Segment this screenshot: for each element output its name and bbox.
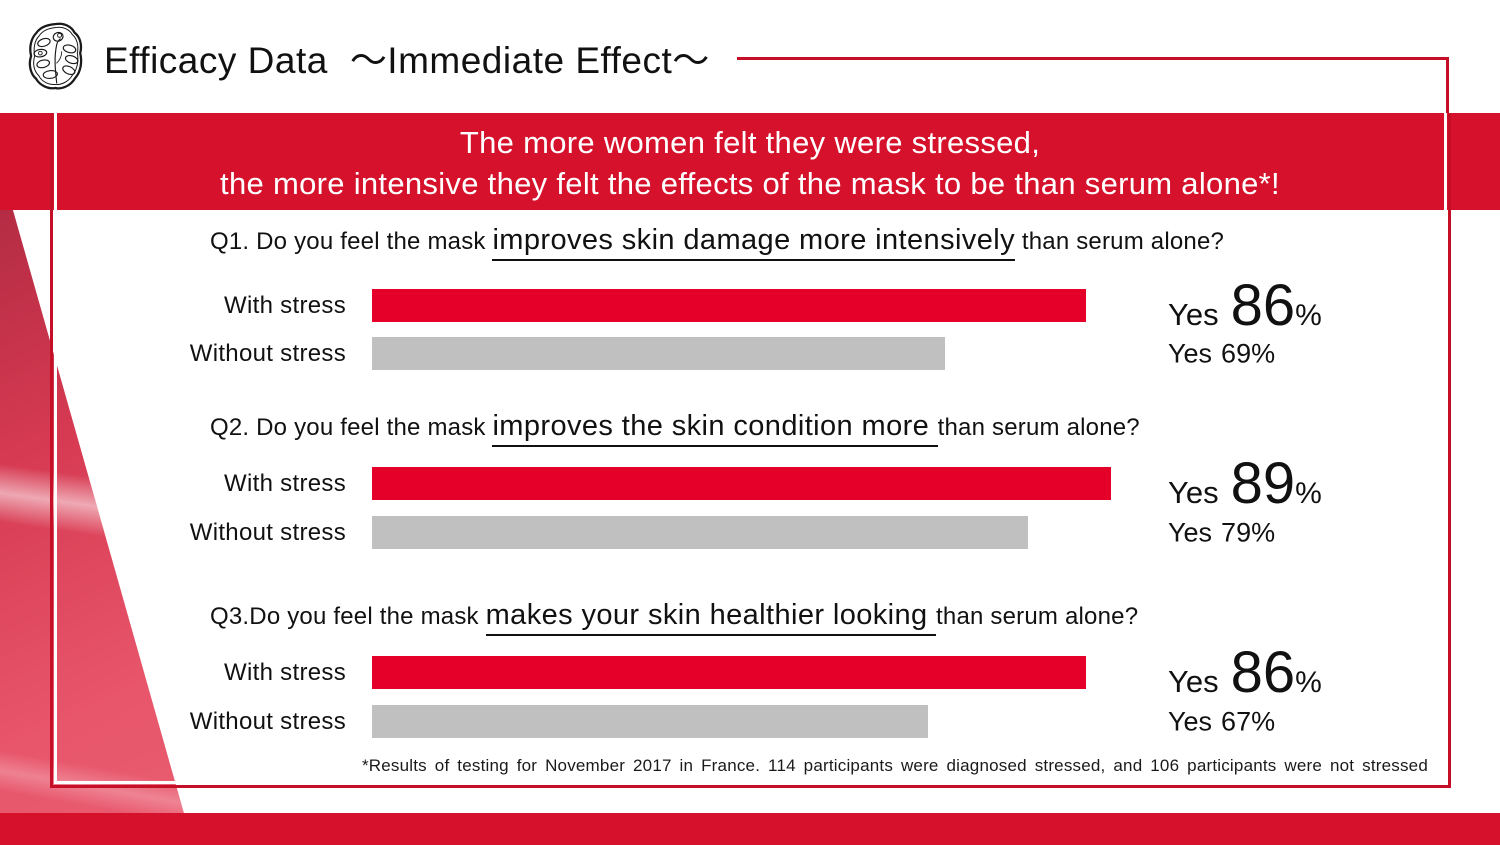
row-label: With stress bbox=[224, 658, 346, 686]
q1-with-stress-value: Yes 86% bbox=[1168, 272, 1322, 338]
title-rule-line bbox=[737, 57, 1449, 60]
page-title: Efficacy Data ～Immediate Effect～ bbox=[104, 36, 710, 86]
row-label: With stress bbox=[224, 469, 346, 497]
bar-track bbox=[372, 516, 1202, 549]
headline-banner: The more women felt they were stressed, … bbox=[0, 113, 1500, 210]
results-footnote: *Results of testing for November 2017 in… bbox=[361, 756, 1428, 775]
bar-with-stress bbox=[372, 656, 1086, 689]
question-2-heading: Q2. Do you feel the mask improves the sk… bbox=[210, 410, 1140, 447]
q3-without-stress-value: Yes 67% bbox=[1168, 706, 1276, 736]
bar-track bbox=[372, 337, 1202, 370]
q2-suffix: than serum alone? bbox=[937, 414, 1140, 441]
q3-with-stress-value: Yes 86% bbox=[1168, 639, 1322, 705]
q2-without-stress-value: Yes 79% bbox=[1168, 517, 1276, 547]
bar-without-stress bbox=[372, 705, 929, 738]
q1-prefix: Q1. Do you feel the mask bbox=[210, 228, 493, 255]
bar-without-stress bbox=[372, 337, 945, 370]
q2-with-stress-value: Yes 89% bbox=[1168, 450, 1322, 516]
q1-without-stress-row: Without stress Yes 69% bbox=[150, 337, 1480, 370]
row-label: With stress bbox=[224, 291, 346, 319]
q2-with-stress-row: With stress Yes 89% bbox=[150, 454, 1480, 512]
q3-with-stress-row: With stress Yes 86% bbox=[150, 643, 1480, 701]
bar-track bbox=[372, 289, 1202, 322]
frame-right-upper-line bbox=[1446, 57, 1449, 115]
banner-line-1: The more women felt they were stressed, bbox=[459, 125, 1041, 160]
row-label: Without stress bbox=[189, 339, 346, 367]
q1-suffix: than serum alone? bbox=[1014, 228, 1225, 255]
bar-track bbox=[372, 705, 1202, 738]
bottom-accent-band bbox=[0, 813, 1500, 845]
title-sub: ～Immediate Effect～ bbox=[349, 40, 710, 81]
bar-track bbox=[372, 467, 1202, 500]
bar-with-stress bbox=[372, 467, 1111, 500]
q3-prefix: Q3.Do you feel the mask bbox=[210, 603, 486, 630]
q1-with-stress-row: With stress Yes 86% bbox=[150, 276, 1480, 334]
bar-with-stress bbox=[372, 289, 1086, 322]
flower-emblem-icon bbox=[24, 20, 88, 92]
q1-without-stress-value: Yes 69% bbox=[1168, 338, 1276, 368]
q2-highlight: improves the skin condition more bbox=[492, 410, 938, 447]
title-main: Efficacy Data bbox=[104, 40, 328, 81]
bar-track bbox=[372, 656, 1202, 689]
question-1-heading: Q1. Do you feel the mask improves skin d… bbox=[210, 224, 1225, 261]
q3-highlight: makes your skin healthier looking bbox=[485, 599, 937, 636]
row-label: Without stress bbox=[189, 518, 346, 546]
bar-without-stress bbox=[372, 516, 1028, 549]
q2-without-stress-row: Without stress Yes 79% bbox=[150, 516, 1480, 549]
q3-suffix: than serum alone? bbox=[936, 603, 1139, 630]
q3-without-stress-row: Without stress Yes 67% bbox=[150, 705, 1480, 738]
q2-prefix: Q2. Do you feel the mask bbox=[210, 414, 493, 441]
row-label: Without stress bbox=[189, 707, 346, 735]
q1-highlight: improves skin damage more intensively bbox=[492, 224, 1015, 261]
banner-line-2: the more intensive they felt the effects… bbox=[220, 166, 1280, 201]
question-3-heading: Q3.Do you feel the mask makes your skin … bbox=[210, 599, 1139, 636]
